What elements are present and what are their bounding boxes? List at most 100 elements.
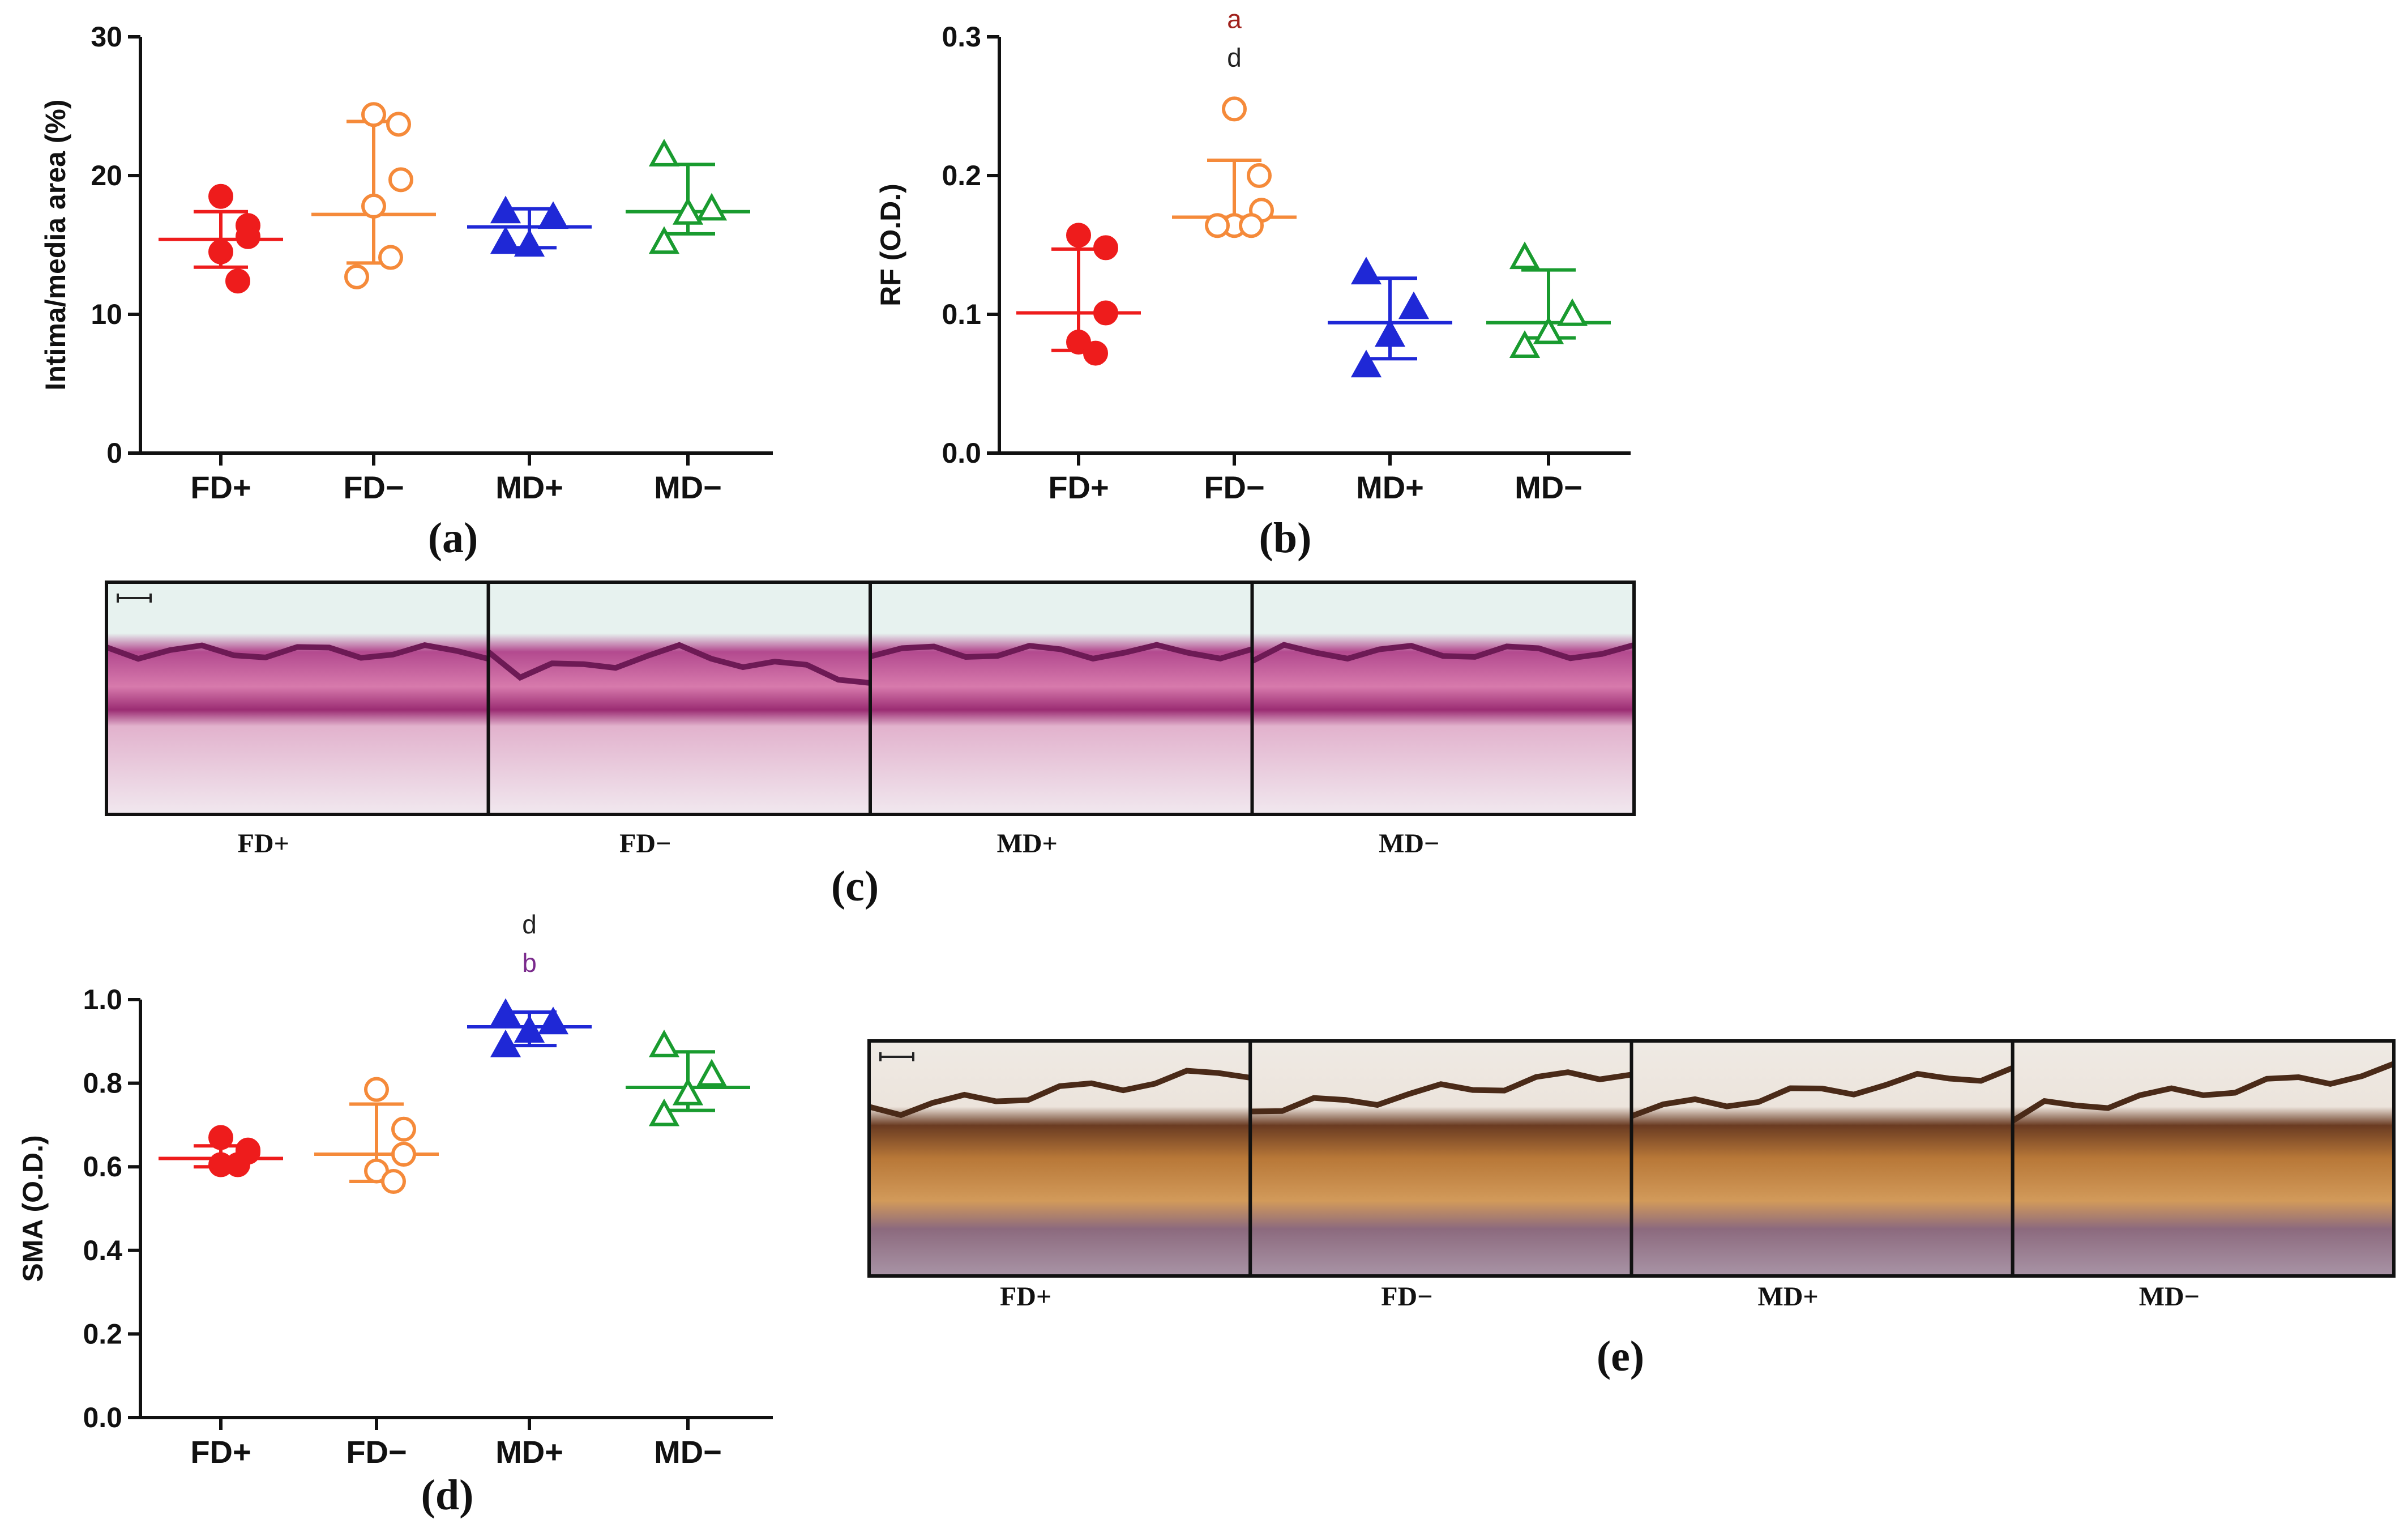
x-tick-label-md-plus: MD+	[495, 1434, 563, 1470]
y-tick-label: 0.8	[83, 1068, 122, 1099]
data-point	[1398, 291, 1430, 319]
micrograph-fd-minus: FD−	[1248, 1039, 1633, 1312]
x-tick-label-fd-plus: FD+	[190, 1434, 251, 1470]
data-point	[208, 1125, 233, 1150]
micrograph-fd-minus: FD−	[486, 581, 872, 859]
micrograph-fd-plus: FD+	[867, 1039, 1252, 1312]
micrograph-fd-plus: FD+	[105, 581, 490, 859]
y-axis-title: SMA (O.D.)	[17, 1135, 49, 1282]
y-tick-label: 0.6	[83, 1151, 122, 1183]
micrograph-panel-c: (c) FD+ FD− MD+ MD−	[105, 581, 1636, 910]
data-point	[1093, 300, 1118, 326]
group-fd-minus	[311, 102, 436, 289]
micrograph-image	[488, 582, 870, 814]
group-fd-minus: da	[1172, 4, 1297, 238]
micrograph-label-fd-minus: FD−	[619, 829, 671, 859]
micrograph-panel-e: (e) FD+ FD− MD+ MD−	[867, 1039, 2396, 1380]
x-tick-label-md-minus: MD−	[654, 1434, 722, 1470]
data-point	[1533, 316, 1564, 344]
y-tick-label: 0.0	[942, 437, 981, 469]
y-axis-title: Intima/media area (%)	[40, 99, 71, 390]
data-point	[648, 139, 680, 167]
data-point	[1509, 330, 1541, 358]
x-tick-label-fd-minus: FD−	[343, 470, 404, 505]
x-tick-label-md-plus: MD+	[1356, 470, 1424, 505]
data-point	[208, 239, 233, 264]
data-point	[344, 264, 369, 289]
data-point	[1066, 223, 1091, 248]
micrograph-frame	[1250, 581, 1636, 816]
micrograph-label-md-plus: MD+	[997, 829, 1058, 859]
data-point	[672, 1077, 704, 1106]
micrograph-md-minus: MD−	[1250, 581, 1636, 859]
micrograph-md-plus: MD+	[1629, 1039, 2014, 1312]
tissue-edge	[869, 642, 1253, 662]
data-point	[490, 998, 521, 1026]
micrograph-label-md-minus: MD−	[1379, 829, 1439, 859]
x-tick-label-fd-minus: FD−	[1204, 470, 1264, 505]
chart-intima-media: (a) 0 10 20 30 FD+ FD− MD+ MD− Intima/media area…	[40, 21, 773, 562]
data-point	[236, 224, 260, 249]
micrograph-frame	[2011, 1039, 2396, 1278]
data-point	[1205, 213, 1230, 238]
data-point	[208, 183, 233, 209]
micrograph-image	[1250, 1041, 1632, 1276]
micrograph-label-fd-minus: FD−	[1381, 1282, 1432, 1312]
y-tick-label: 0.1	[942, 298, 981, 330]
x-tick-label-fd-plus: FD+	[190, 470, 251, 505]
x-tick-label-md-plus: MD+	[495, 470, 563, 505]
y-tick-label: 0.2	[942, 160, 981, 191]
data-point	[388, 167, 413, 193]
data-point	[514, 229, 545, 257]
data-point	[386, 112, 411, 137]
data-point	[672, 197, 704, 225]
y-tick-label: 10	[91, 298, 122, 330]
data-point	[490, 1030, 521, 1057]
group-fd-plus	[159, 1125, 283, 1177]
group-fd-plus	[1016, 223, 1141, 366]
micrograph-label-fd-plus: FD+	[1000, 1282, 1051, 1312]
data-point	[1247, 163, 1272, 188]
group-md-minus	[626, 1030, 750, 1126]
data-point	[537, 1006, 569, 1035]
group-fd-plus	[159, 183, 283, 294]
significance-letter-d: d	[1227, 42, 1242, 72]
significance-letter-d: d	[522, 910, 537, 939]
y-axis-title: RF (O.D.)	[875, 183, 906, 306]
data-point	[537, 201, 569, 229]
tissue-edge	[868, 1068, 1251, 1119]
data-point	[381, 1169, 406, 1194]
micrograph-label-md-plus: MD+	[1757, 1282, 1818, 1312]
data-point	[361, 102, 386, 127]
data-point	[1556, 298, 1588, 326]
micrograph-image	[2012, 1041, 2394, 1276]
tissue-edge	[1630, 1065, 2014, 1119]
data-point	[514, 1015, 545, 1043]
micrograph-image	[869, 1041, 1251, 1276]
data-point	[1083, 340, 1108, 366]
x-tick-label-fd-plus: FD+	[1048, 470, 1109, 505]
group-fd-minus	[314, 1077, 439, 1194]
significance-letter-a: a	[1227, 4, 1242, 33]
y-tick-label: 1.0	[83, 984, 122, 1015]
chart-rf: (b) 0.0 0.1 0.2 0.3 FD+ FD− MD+ MD− RF (O.D.) da	[875, 4, 1631, 562]
y-tick-label: 0.0	[83, 1402, 122, 1433]
tissue-edge	[1250, 1069, 1632, 1115]
significance-letter-b: b	[522, 948, 537, 978]
y-tick-label: 0.2	[83, 1318, 122, 1350]
y-tick-label: 30	[91, 21, 122, 53]
panel-label-d: (d)	[421, 1471, 474, 1519]
data-point	[1239, 213, 1264, 238]
data-point	[696, 193, 728, 221]
micrograph-md-plus: MD+	[869, 581, 1254, 859]
panel-label-c: (c)	[831, 863, 879, 910]
micrograph-image	[870, 582, 1252, 814]
group-md-plus: bd	[467, 910, 592, 1057]
data-point	[1093, 235, 1118, 261]
tissue-edge	[1251, 642, 1635, 664]
panel-label-e: (e)	[1597, 1333, 1644, 1380]
data-point	[648, 1030, 680, 1057]
y-tick-label: 0.3	[942, 21, 981, 53]
micrograph-image	[106, 582, 489, 814]
